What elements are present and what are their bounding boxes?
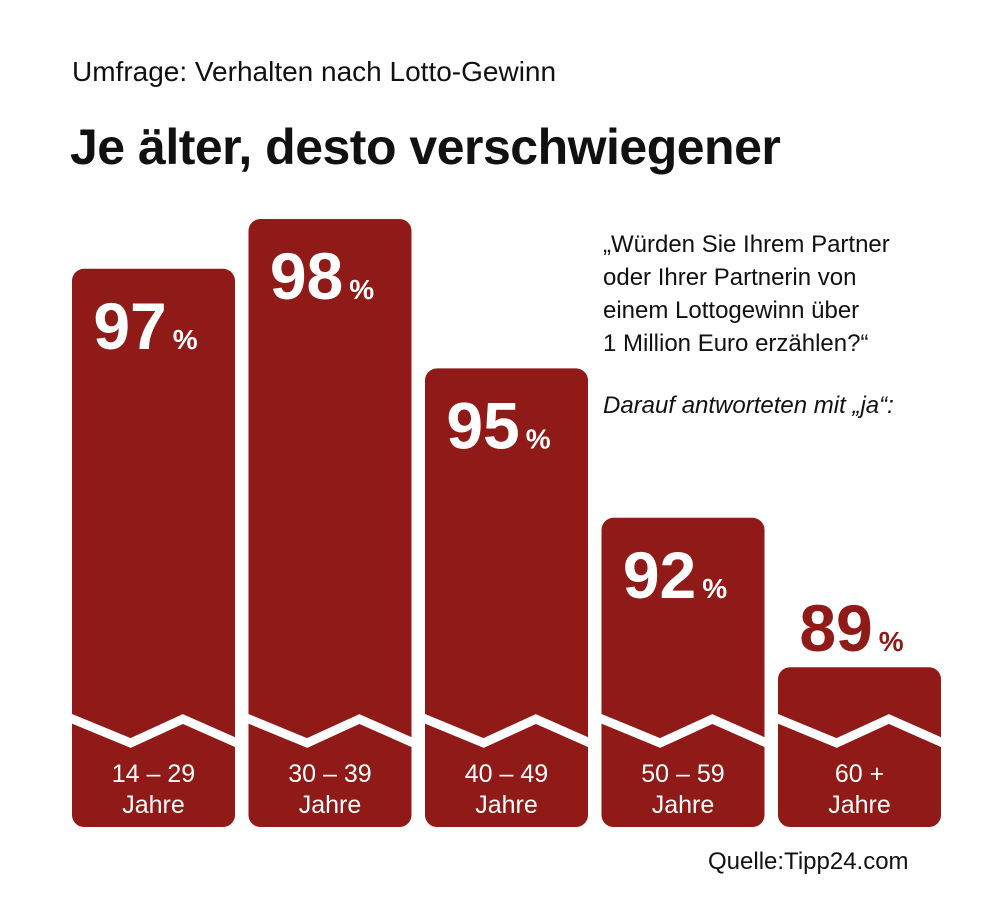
source: Quelle:Tipp24.com — [708, 848, 909, 875]
chart-title: Je älter, desto verschwiegener — [70, 119, 781, 175]
answer-note: Darauf antworteten mit „ja“: — [603, 392, 894, 419]
bar-group: 89 % 60 + Jahre — [774, 591, 945, 827]
category-label: Jahre — [299, 791, 362, 819]
chart-subtitle: Umfrage: Verhalten nach Lotto-Gewinn — [72, 56, 557, 87]
axis-break-line — [244, 713, 416, 748]
percent-sign: % — [349, 274, 374, 305]
bar — [425, 368, 588, 827]
percent-sign: % — [173, 324, 198, 355]
percent-sign: % — [526, 423, 551, 454]
category-label: 60 + — [835, 760, 884, 788]
category-label: Jahre — [475, 791, 538, 819]
category-label: Jahre — [652, 791, 715, 819]
category-label: Jahre — [122, 791, 185, 819]
percent-sign: % — [879, 626, 904, 657]
category-label: Jahre — [828, 791, 891, 819]
percent-sign: % — [702, 573, 727, 604]
axis-break-line — [68, 713, 239, 748]
question-line: oder Ihrer Partnerin von — [603, 264, 857, 291]
bar — [72, 268, 235, 827]
data-label: 89% — [799, 591, 903, 665]
axis-break-line — [774, 713, 945, 748]
bar — [778, 667, 941, 827]
question-line: einem Lottogewinn über — [603, 297, 860, 324]
category-label: 40 – 49 — [465, 760, 548, 788]
bar — [248, 219, 412, 827]
category-label: 14 – 29 — [112, 760, 195, 788]
category-label: 50 – 59 — [641, 760, 724, 788]
survey-question: „Würden Sie Ihrem Partner oder Ihrer Par… — [603, 228, 890, 360]
category-label: 30 – 39 — [288, 760, 371, 788]
question-line: „Würden Sie Ihrem Partner — [603, 231, 890, 258]
question-line: 1 Million Euro erzählen?“ — [603, 330, 869, 357]
axis-break-line — [421, 713, 592, 748]
axis-break-line — [597, 713, 769, 748]
bar — [601, 517, 765, 827]
